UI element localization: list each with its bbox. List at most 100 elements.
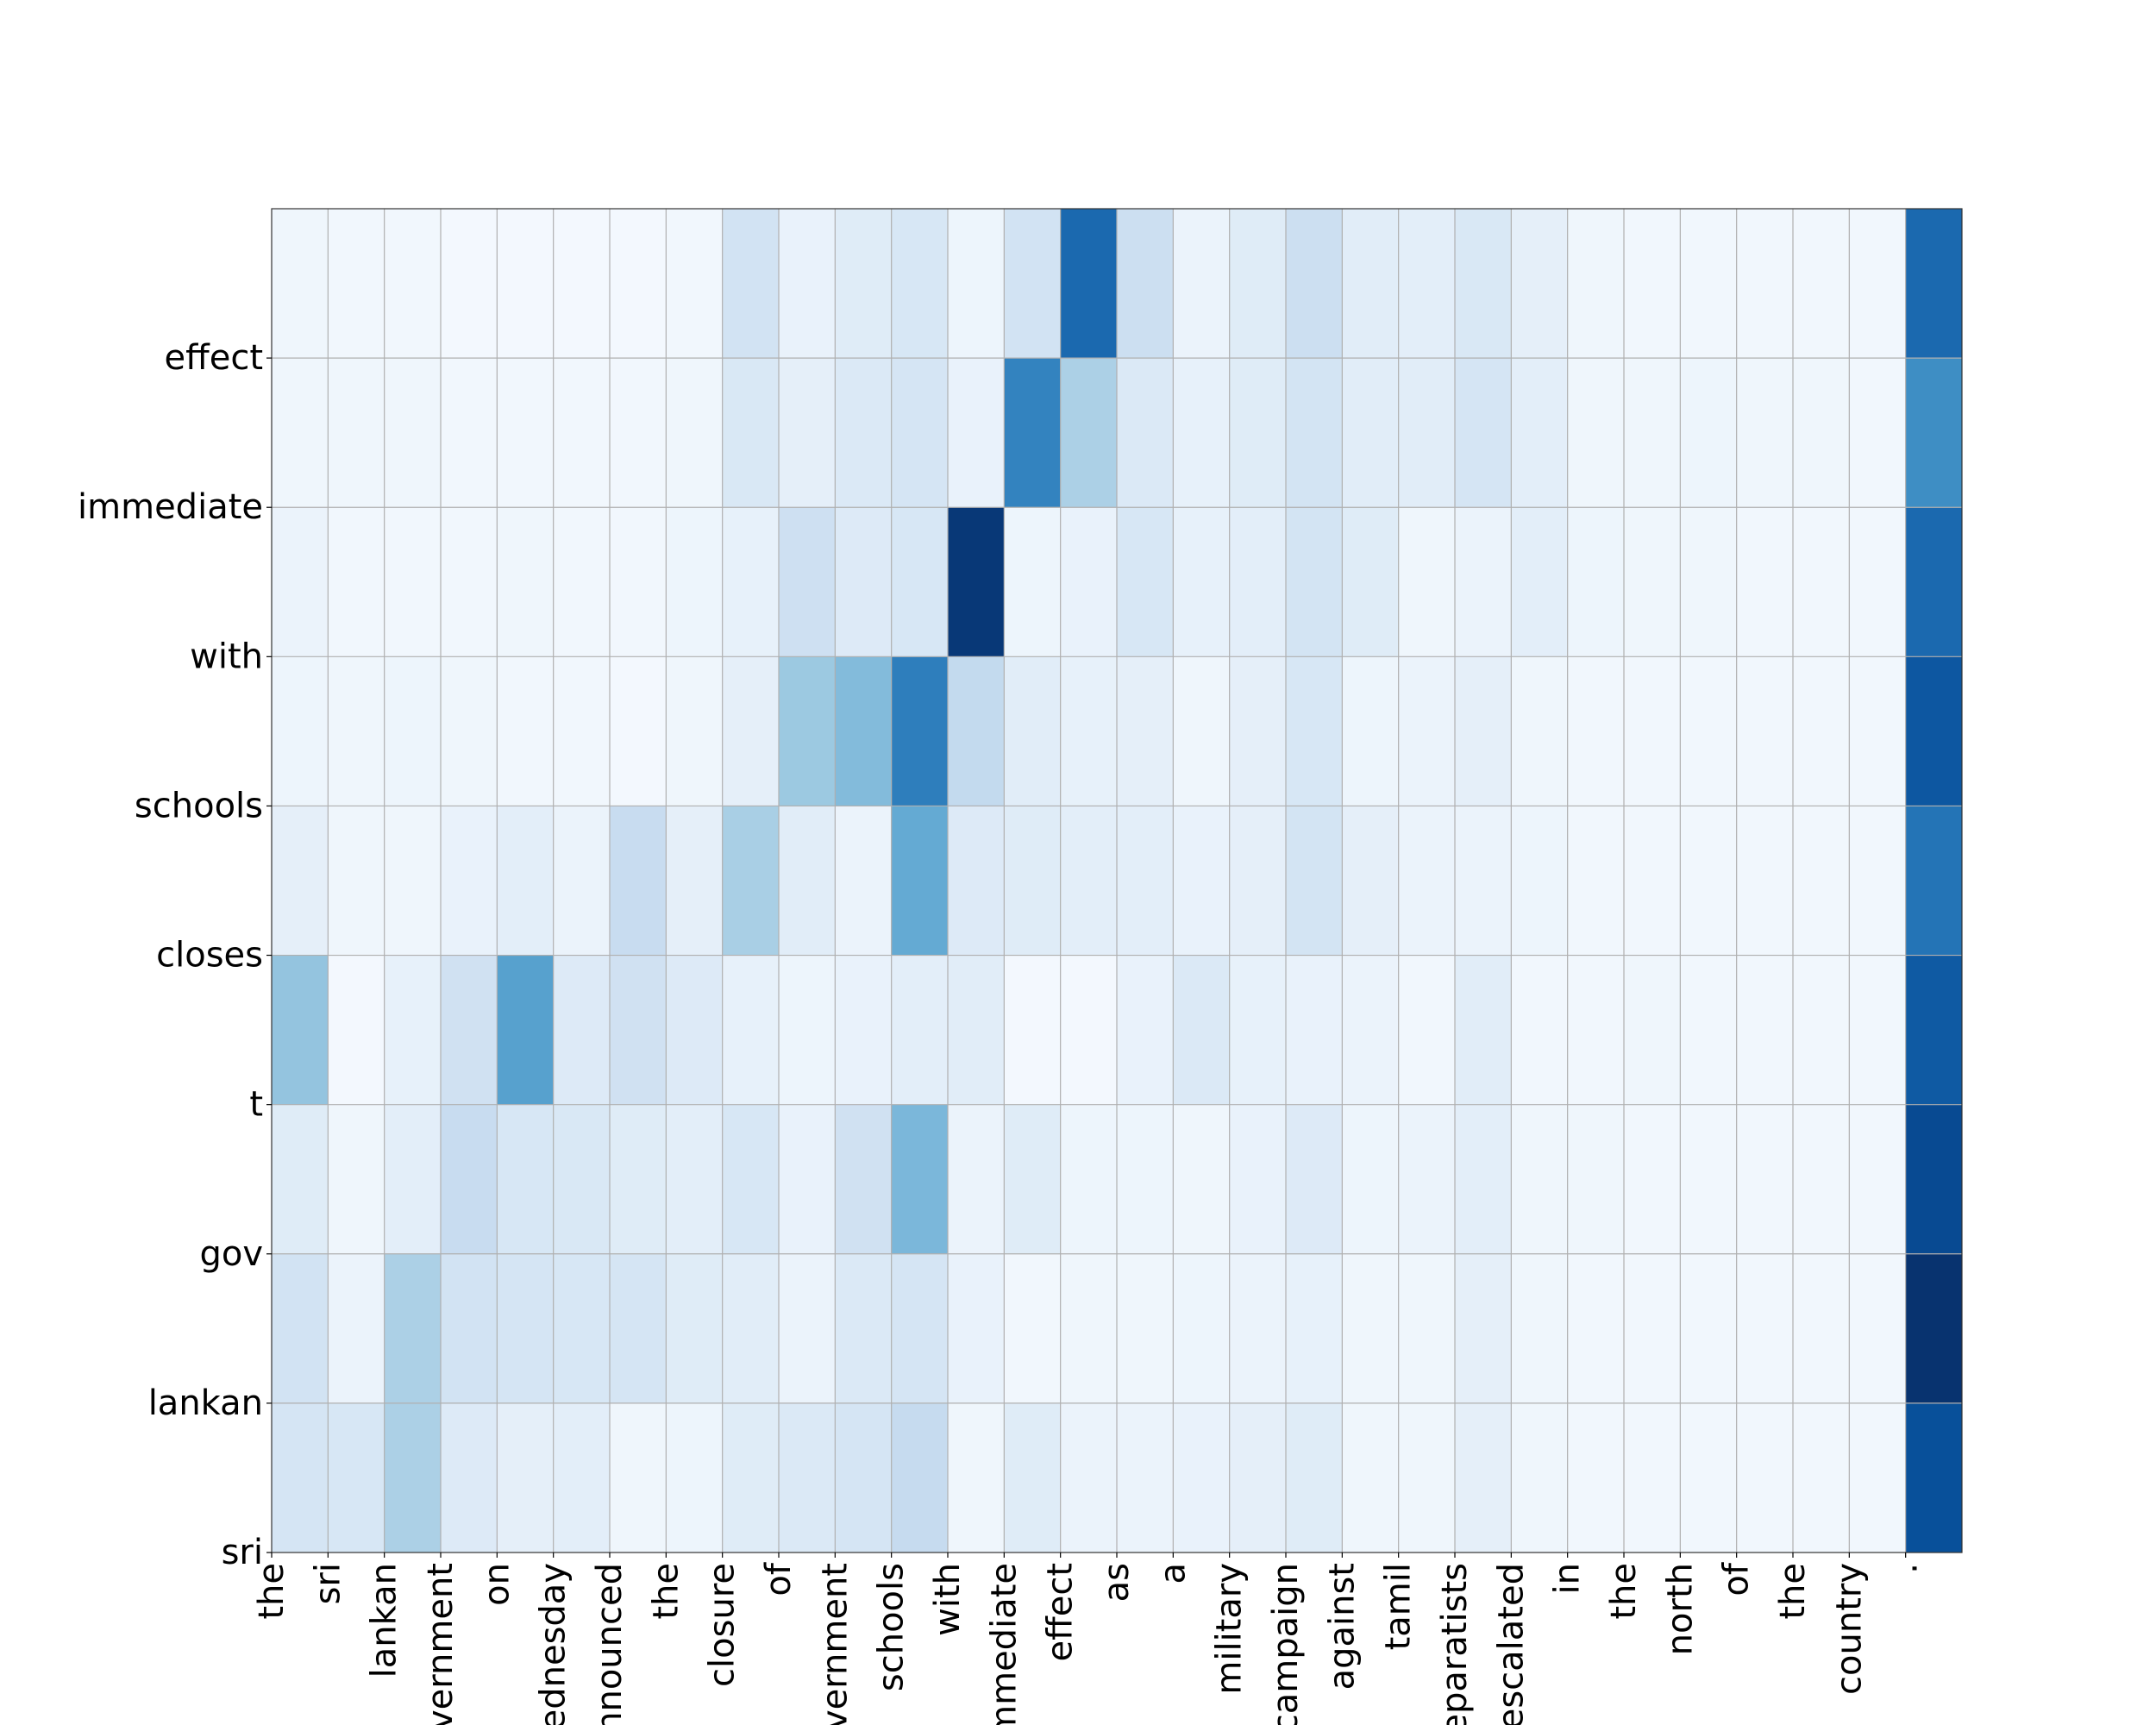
heatmap-cell <box>1680 806 1738 957</box>
x-tick-label: immediate <box>984 1563 1024 1725</box>
heatmap-cell <box>666 955 724 1106</box>
heatmap-cell <box>328 1402 385 1553</box>
heatmap-cell <box>441 358 498 508</box>
heatmap-cell <box>384 955 442 1106</box>
heatmap-cell <box>722 358 780 508</box>
heatmap-cell <box>1680 1104 1738 1255</box>
heatmap-cell <box>1286 507 1343 657</box>
heatmap-cell <box>384 806 442 957</box>
heatmap-cell <box>1117 1402 1174 1553</box>
x-tick-label: wednesday <box>534 1563 573 1725</box>
heatmap-cell <box>1398 806 1456 957</box>
heatmap-cell <box>1849 955 1907 1106</box>
heatmap-cell <box>835 358 893 508</box>
heatmap-cell <box>384 358 442 508</box>
y-tick-label: closes <box>156 936 263 975</box>
y-tick-label: sri <box>222 1533 263 1572</box>
x-tick-label: north <box>1660 1563 1700 1655</box>
heatmap-cell <box>610 656 667 806</box>
heatmap-cell <box>1117 209 1174 359</box>
heatmap-cell <box>1060 1402 1118 1553</box>
heatmap-cell <box>1624 209 1681 359</box>
x-tick-label: as <box>1097 1563 1137 1602</box>
heatmap-cell <box>1060 1104 1118 1255</box>
heatmap-cell <box>1004 1402 1062 1553</box>
heatmap-cell <box>497 209 555 359</box>
x-tick-label: closure <box>703 1563 743 1687</box>
x-tick-label: government <box>815 1563 855 1725</box>
heatmap-cell <box>1793 656 1850 806</box>
heatmap-cell <box>779 507 836 657</box>
heatmap-cell <box>779 806 836 957</box>
heatmap-cell <box>666 1402 724 1553</box>
heatmap-cell <box>666 1104 724 1255</box>
heatmap-cell <box>272 806 329 957</box>
heatmap-cell <box>1455 1253 1512 1404</box>
heatmap-cell <box>497 358 555 508</box>
heatmap-cell <box>1173 955 1231 1106</box>
heatmap-cell <box>1905 358 1963 508</box>
heatmap-cell <box>1567 1402 1625 1553</box>
heatmap-cell <box>1342 1402 1400 1553</box>
x-tick-label: a <box>1153 1563 1193 1584</box>
heatmap-cell <box>1398 507 1456 657</box>
heatmap-cell <box>1286 1104 1343 1255</box>
heatmap-cell <box>1286 955 1343 1106</box>
heatmap-cell <box>1342 209 1400 359</box>
heatmap-cell <box>610 358 667 508</box>
heatmap-cell <box>384 656 442 806</box>
heatmap-cell <box>1849 358 1907 508</box>
heatmap-cell <box>779 209 836 359</box>
y-tick-label: gov <box>199 1234 263 1274</box>
heatmap-cells <box>272 209 1963 1553</box>
heatmap-cell <box>610 1104 667 1255</box>
heatmap-cell <box>328 209 385 359</box>
heatmap-cell <box>1849 656 1907 806</box>
x-tick-label: the <box>1773 1563 1813 1620</box>
heatmap-cell <box>1004 358 1062 508</box>
heatmap-cell <box>497 806 555 957</box>
heatmap-cell <box>1793 209 1850 359</box>
heatmap-cell <box>1455 1402 1512 1553</box>
heatmap-cell <box>497 1402 555 1553</box>
heatmap-cell <box>722 806 780 957</box>
x-tick-label: separatists <box>1435 1563 1475 1725</box>
heatmap-cell <box>722 1104 780 1255</box>
heatmap-cell <box>1060 358 1118 508</box>
heatmap-cell <box>272 358 329 508</box>
heatmap-cell <box>1229 955 1287 1106</box>
x-tick-label: the <box>252 1563 291 1620</box>
heatmap-cell <box>1342 955 1400 1106</box>
heatmap-cell <box>891 507 949 657</box>
heatmap-cell <box>1905 955 1963 1106</box>
heatmap-cell <box>553 507 611 657</box>
heatmap-cell <box>384 1402 442 1553</box>
heatmap-cell <box>553 1253 611 1404</box>
x-tick-label: of <box>1717 1562 1757 1596</box>
heatmap-cell <box>1398 209 1456 359</box>
heatmap-cell <box>1567 656 1625 806</box>
heatmap-cell <box>722 209 780 359</box>
heatmap-cell <box>1511 1104 1569 1255</box>
heatmap-cell <box>1455 507 1512 657</box>
heatmap-cell <box>1793 507 1850 657</box>
heatmap-cell <box>1398 1104 1456 1255</box>
x-axis-ticks: the sri lankan government on wednesday announc… <box>252 1552 1926 1725</box>
x-tick-label: country <box>1829 1563 1869 1695</box>
heatmap-cell <box>1680 1253 1738 1404</box>
heatmap-cell <box>1117 955 1174 1106</box>
heatmap-cell <box>1455 955 1512 1106</box>
heatmap-cell <box>1567 806 1625 957</box>
heatmap-cell <box>1398 955 1456 1106</box>
heatmap-cell <box>384 1104 442 1255</box>
heatmap-cell <box>1229 507 1287 657</box>
x-tick-label: schools <box>872 1563 912 1691</box>
heatmap-cell <box>1117 507 1174 657</box>
y-tick-label: with <box>190 637 263 676</box>
heatmap-cell <box>441 806 498 957</box>
heatmap-cell <box>1229 1104 1287 1255</box>
heatmap-cell <box>1286 1253 1343 1404</box>
heatmap-cell <box>891 209 949 359</box>
x-tick-label: . <box>1886 1563 1926 1574</box>
